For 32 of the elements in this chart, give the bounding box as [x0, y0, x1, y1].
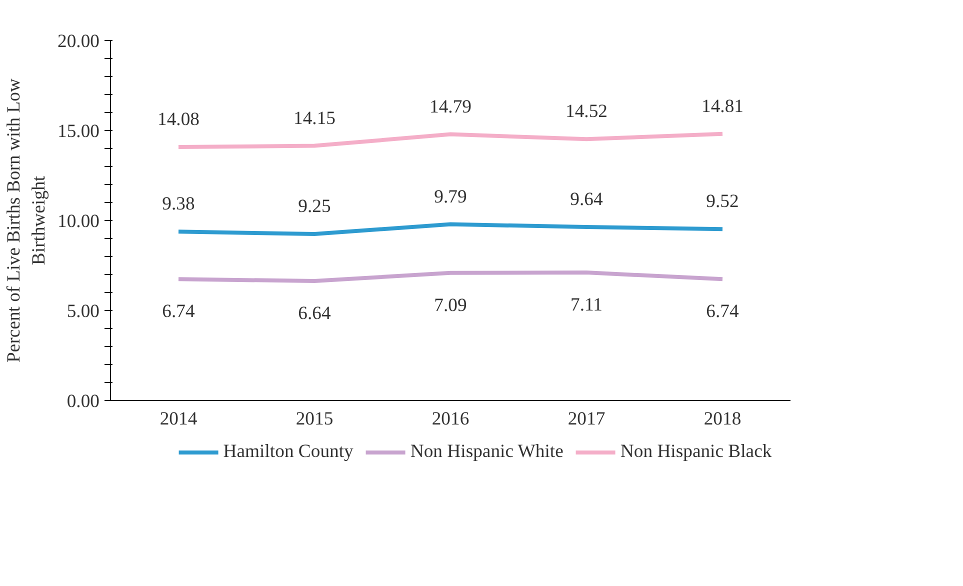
line-series — [176, 222, 724, 236]
data-label: 9.25 — [298, 196, 331, 217]
legend-label: Non Hispanic Black — [620, 441, 772, 463]
x-tick-label: 2017 — [568, 408, 606, 430]
legend-label: Non Hispanic White — [410, 441, 564, 463]
data-label: 9.64 — [570, 188, 604, 210]
data-label: 6.74 — [162, 301, 196, 322]
line-series — [176, 132, 724, 150]
y-tick-label: 10.00 — [58, 211, 100, 232]
data-label: 14.08 — [158, 109, 200, 130]
data-label: 14.52 — [566, 101, 608, 122]
y-tick-label: 20.00 — [58, 31, 100, 52]
data-label: 14.79 — [430, 96, 472, 118]
y-tick-label: 5.00 — [66, 301, 100, 322]
legend-label: Hamilton County — [223, 441, 354, 463]
data-label: 9.79 — [434, 186, 467, 208]
x-tick-label: 2018 — [704, 408, 742, 430]
data-label: 7.09 — [434, 294, 467, 316]
x-tick-label: 2014 — [160, 408, 198, 430]
data-label: 9.38 — [162, 194, 195, 215]
data-label: 9.52 — [706, 191, 739, 212]
x-tick-label: 2015 — [296, 408, 334, 430]
line-series — [176, 270, 724, 283]
x-tick-label: 2016 — [432, 408, 470, 430]
data-label: 7.11 — [570, 294, 602, 316]
y-tick-label: 0.00 — [66, 391, 100, 412]
data-label: 6.74 — [706, 301, 740, 322]
y-tick-label: 15.00 — [58, 121, 100, 142]
data-label: 14.15 — [294, 108, 336, 129]
data-label: 14.81 — [702, 96, 744, 117]
data-label: 6.64 — [298, 302, 332, 324]
y-axis-title: Percent of Live Births Born with Low Birthweight — [3, 78, 50, 362]
